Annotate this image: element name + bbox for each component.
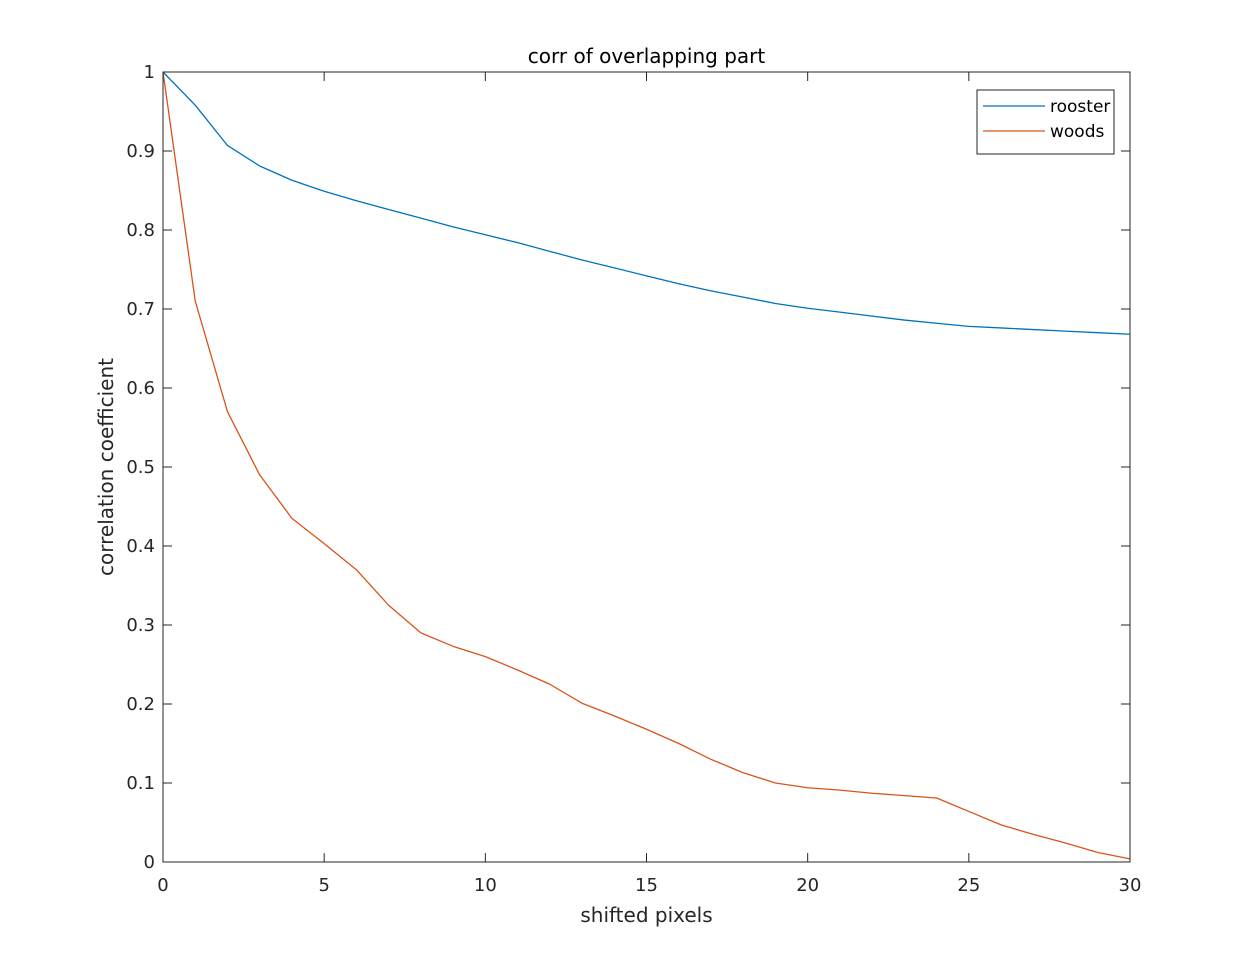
plot-box [162, 71, 1131, 863]
y-tick-label: 0.4 [126, 536, 155, 557]
chart-title: corr of overlapping part [528, 44, 766, 68]
series-line-woods [162, 71, 1131, 860]
y-tick-label: 0.3 [126, 615, 155, 636]
y-tick-label: 0.1 [126, 773, 155, 794]
y-tick-label: 0.6 [126, 378, 155, 399]
ticks-layer: 0 5 10 15 20 25 30 0 0.1 0.2 0.3 0.4 0.5 0.6 0.7 0.8 0.9… [126, 62, 1141, 896]
series-line-rooster [162, 71, 1131, 335]
x-axis-label: shifted pixels [580, 903, 712, 927]
x-tick-label: 25 [957, 875, 980, 896]
legend-box [976, 89, 1115, 155]
y-tick-label: 0.7 [126, 299, 155, 320]
legend: rooster woods [976, 89, 1115, 155]
y-tick-label: 0.5 [126, 457, 155, 478]
y-tick-label: 0.2 [126, 694, 155, 715]
legend-label-woods: woods [1050, 122, 1104, 142]
y-tick-label: 0 [144, 852, 155, 873]
series-layer [162, 71, 1131, 860]
x-tick-label: 30 [1119, 875, 1142, 896]
x-tick-label: 15 [635, 875, 658, 896]
legend-label-rooster: rooster [1050, 97, 1110, 117]
x-tick-label: 5 [318, 875, 329, 896]
plot-area [162, 71, 1131, 863]
y-axis-label: correlation coefficient [94, 358, 118, 576]
y-tick-label: 0.8 [126, 220, 155, 241]
x-tick-label: 10 [474, 875, 497, 896]
x-tick-label: 20 [796, 875, 819, 896]
y-tick-label: 0.9 [126, 141, 155, 162]
y-tick-label: 1 [144, 62, 155, 83]
x-tick-label: 0 [157, 875, 168, 896]
